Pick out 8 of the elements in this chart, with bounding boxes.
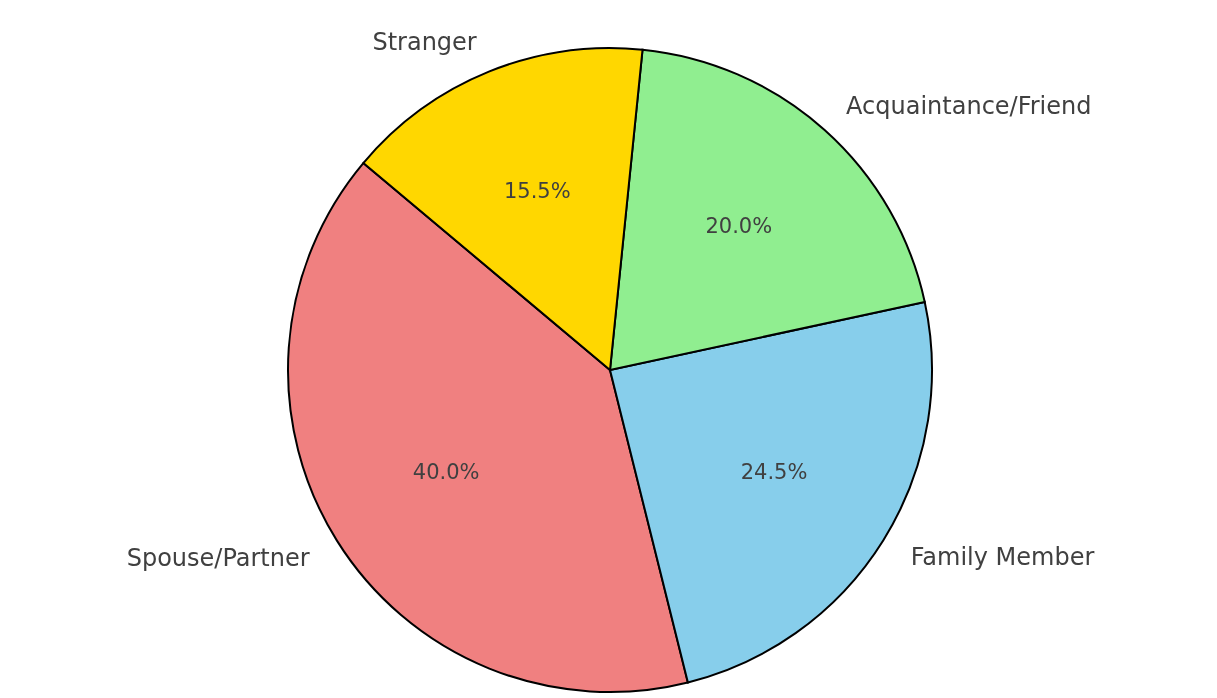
data-label: 15.5% <box>503 178 571 203</box>
data-label: 24.5% <box>740 460 808 485</box>
data-label: 20.0% <box>705 213 773 238</box>
slice-label: Family Member <box>910 543 1095 572</box>
data-label: 40.0% <box>412 460 480 485</box>
slice-label: Acquaintance/Friend <box>846 91 1092 120</box>
slice-label: Stranger <box>372 27 477 56</box>
slice-label: Spouse/Partner <box>126 543 310 572</box>
